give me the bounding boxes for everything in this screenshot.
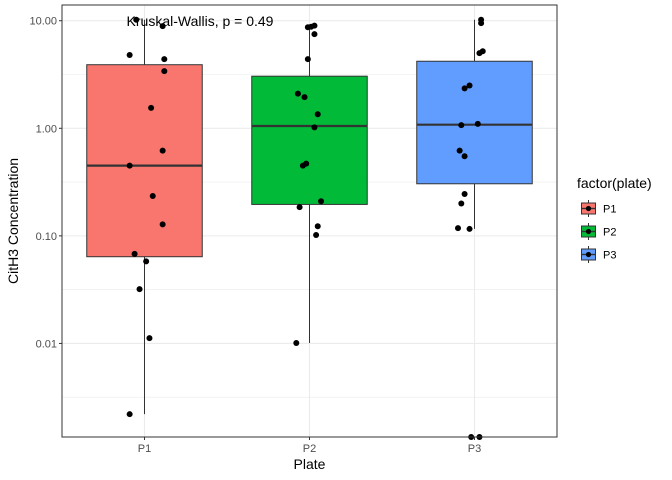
data-point-p1 (159, 221, 166, 228)
data-point-p1 (143, 258, 150, 265)
y-axis-title: CitH3 Concentration (5, 158, 21, 284)
data-point-p3 (458, 122, 465, 129)
data-point-p3 (476, 50, 483, 57)
data-point-p2 (313, 231, 320, 238)
legend-entry-p1: P1 (580, 200, 616, 217)
boxes (86, 19, 533, 415)
data-point-p1 (126, 52, 133, 59)
data-point-p1 (146, 335, 153, 342)
data-point-p3 (461, 85, 468, 92)
x-tick-label: P2 (303, 443, 316, 455)
legend-label: P1 (603, 204, 616, 216)
data-point-p2 (296, 204, 303, 211)
data-point-p1 (148, 104, 155, 111)
box-p3 (416, 19, 533, 229)
data-point-p1 (159, 147, 166, 154)
data-point-p2 (314, 111, 321, 118)
data-point-p2 (304, 56, 311, 63)
data-point-p1 (159, 23, 166, 30)
box-iqr (86, 64, 203, 258)
annotation-kruskal-wallis: Kruskal-Wallis, p = 0.49 (127, 13, 274, 29)
y-axis: 0.01 0.10 1.00 10.00 (29, 16, 62, 350)
data-point-p3 (461, 153, 468, 160)
data-point-p3 (466, 82, 473, 89)
data-point-p2 (318, 198, 325, 205)
y-tick-label: 10.00 (29, 16, 57, 28)
data-point-p1 (149, 192, 156, 199)
data-point-p1 (133, 16, 140, 23)
data-point-p3 (455, 225, 461, 232)
data-point-p2 (293, 339, 300, 346)
data-point-p2 (304, 24, 311, 31)
data-point-p2 (301, 94, 308, 101)
x-axis-title: Plate (294, 456, 326, 472)
legend-key-point (585, 205, 592, 212)
y-tick-label: 0.01 (36, 338, 57, 350)
data-point-p1 (126, 411, 133, 418)
legend-entry-p3: P3 (580, 246, 616, 263)
legend-key-point (585, 251, 592, 258)
data-point-p3 (474, 120, 481, 127)
box-iqr (251, 75, 368, 205)
data-point-p3 (466, 225, 473, 232)
y-tick-label: 1.00 (36, 123, 57, 135)
data-point-p2 (311, 124, 318, 131)
data-point-p2 (314, 223, 321, 230)
data-point-p3 (456, 147, 463, 154)
data-point-p1 (136, 286, 143, 293)
x-tick-label: P1 (138, 443, 151, 455)
legend-label: P3 (603, 250, 616, 262)
data-point-p3 (461, 191, 468, 198)
x-tick-label: P3 (468, 443, 481, 455)
box-p1 (86, 19, 203, 415)
legend-title: factor(plate) (577, 175, 652, 191)
data-point-p1 (126, 162, 133, 169)
legend-label: P2 (603, 227, 616, 239)
box-iqr (416, 60, 533, 185)
points (126, 16, 486, 440)
data-point-p1 (131, 250, 138, 257)
data-point-p1 (161, 68, 168, 75)
data-point-p2 (311, 31, 318, 38)
legend-entry-p2: P2 (580, 223, 616, 240)
data-point-p2 (294, 90, 301, 97)
x-axis: P1 P2 P3 (138, 437, 481, 455)
data-point-p2 (299, 162, 306, 169)
legend-key-point (585, 228, 592, 235)
data-point-p3 (458, 200, 465, 207)
legend: factor(plate) P1 P2 P3 (577, 175, 652, 263)
data-point-p1 (161, 56, 168, 63)
data-point-p3 (478, 20, 485, 27)
y-tick-label: 0.10 (36, 231, 57, 243)
box-p2 (251, 25, 368, 343)
